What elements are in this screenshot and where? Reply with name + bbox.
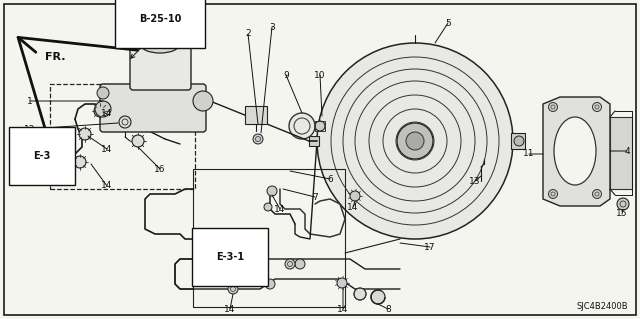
Circle shape (548, 102, 557, 112)
Circle shape (354, 288, 366, 300)
Text: 4: 4 (624, 146, 630, 155)
Circle shape (132, 135, 144, 147)
FancyBboxPatch shape (130, 42, 191, 90)
Text: 17: 17 (424, 242, 436, 251)
Text: 10: 10 (314, 70, 326, 79)
Text: 8: 8 (385, 305, 391, 314)
Text: 14: 14 (224, 305, 236, 314)
Circle shape (94, 105, 106, 117)
Text: FR.: FR. (45, 52, 65, 62)
Text: 12: 12 (24, 124, 36, 133)
Bar (309, 136, 319, 146)
Circle shape (548, 189, 557, 198)
Ellipse shape (141, 37, 179, 53)
Text: E-3: E-3 (33, 151, 51, 161)
Circle shape (371, 290, 385, 304)
Circle shape (350, 191, 360, 201)
Text: 6: 6 (327, 174, 333, 183)
Circle shape (267, 186, 277, 196)
Circle shape (593, 189, 602, 198)
Circle shape (95, 101, 111, 117)
Circle shape (315, 121, 325, 131)
Circle shape (228, 284, 238, 294)
Text: 14: 14 (101, 109, 113, 118)
Text: 15: 15 (616, 210, 628, 219)
Circle shape (406, 132, 424, 150)
Circle shape (119, 116, 131, 128)
Circle shape (514, 136, 524, 146)
Text: 2: 2 (245, 29, 251, 39)
Circle shape (193, 91, 213, 111)
Bar (193, 169, 345, 307)
Circle shape (285, 259, 295, 269)
Circle shape (74, 156, 86, 168)
Circle shape (593, 102, 602, 112)
Text: 3: 3 (269, 23, 275, 32)
Text: 14: 14 (101, 145, 113, 153)
Circle shape (264, 203, 272, 211)
Circle shape (253, 134, 263, 144)
Bar (245, 106, 267, 124)
Circle shape (617, 198, 629, 210)
Circle shape (79, 128, 91, 140)
Bar (610, 117, 632, 189)
Circle shape (397, 123, 433, 159)
Polygon shape (543, 97, 610, 206)
Text: 5: 5 (445, 19, 451, 27)
Circle shape (97, 87, 109, 99)
Bar (315, 121, 325, 131)
Text: E-3-1: E-3-1 (216, 252, 244, 262)
Text: 1: 1 (27, 97, 33, 106)
Bar (511, 133, 525, 149)
Circle shape (235, 234, 245, 244)
Text: 14: 14 (337, 305, 349, 314)
Circle shape (295, 259, 305, 269)
Text: 9: 9 (283, 70, 289, 79)
Circle shape (289, 113, 315, 139)
Circle shape (337, 278, 347, 288)
Circle shape (265, 279, 275, 289)
Text: 11: 11 (524, 150, 535, 159)
FancyBboxPatch shape (100, 84, 206, 132)
Text: 14: 14 (275, 204, 285, 213)
Text: 16: 16 (154, 165, 166, 174)
Text: SJC4B2400B: SJC4B2400B (577, 302, 628, 311)
Text: 13: 13 (469, 176, 481, 186)
Bar (50, 84, 195, 189)
Text: B-25-10: B-25-10 (139, 14, 181, 24)
Circle shape (317, 43, 513, 239)
Ellipse shape (554, 117, 596, 185)
Text: 7: 7 (312, 192, 318, 202)
Text: 14: 14 (348, 203, 358, 211)
Text: 14: 14 (101, 182, 113, 190)
